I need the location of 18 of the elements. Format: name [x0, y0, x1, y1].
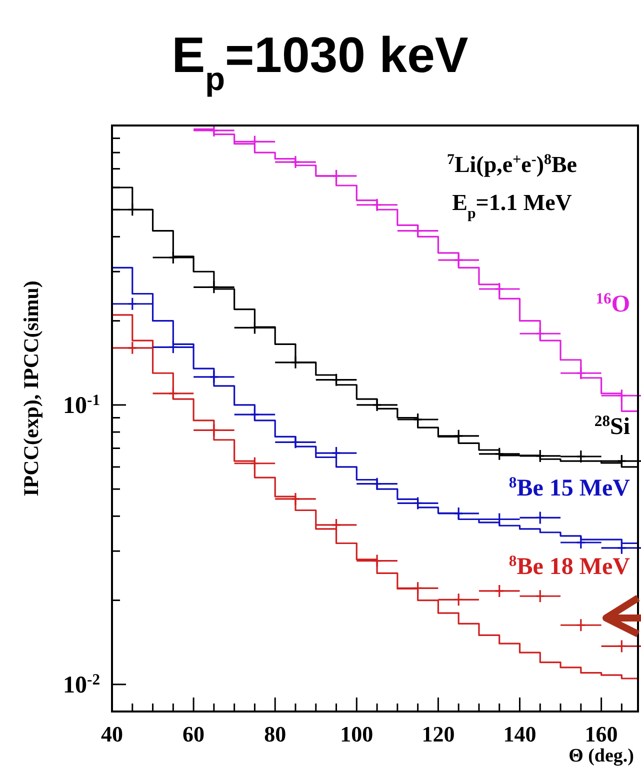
y-axis-title: IPCC(exp), IPCC(simu) [19, 280, 43, 496]
x-tick-label: 120 [422, 722, 455, 746]
annotation: E$_{p}$=1.1 MeV [452, 190, 572, 222]
x-axis-title: Θ (deg.) [568, 746, 634, 766]
x-tick-label: 60 [182, 722, 205, 746]
x-tick-label: 80 [264, 722, 286, 746]
series-label: $^{28}$Si [594, 412, 630, 440]
text: $^{16}$O [596, 290, 630, 318]
annotation: $^{7}$Li(p,e$^{+}$e$^{-}$)$^{8}$Be [446, 152, 578, 177]
y-tick-label: 10$^{-1}$ [63, 391, 100, 419]
x-tick-label: 100 [340, 722, 374, 746]
series-label: $^{8}$Be 18 MeV [508, 552, 631, 580]
series-label: $^{8}$Be 15 MeV [508, 474, 631, 502]
x-tick-label: 160 [584, 722, 618, 746]
chart-title: E$_{p}$=1030 keV [172, 27, 469, 97]
y-tick-label: 10$^{-2}$ [63, 670, 100, 698]
x-tick-label: 140 [503, 722, 536, 746]
x-tick-label: 40 [101, 722, 123, 746]
